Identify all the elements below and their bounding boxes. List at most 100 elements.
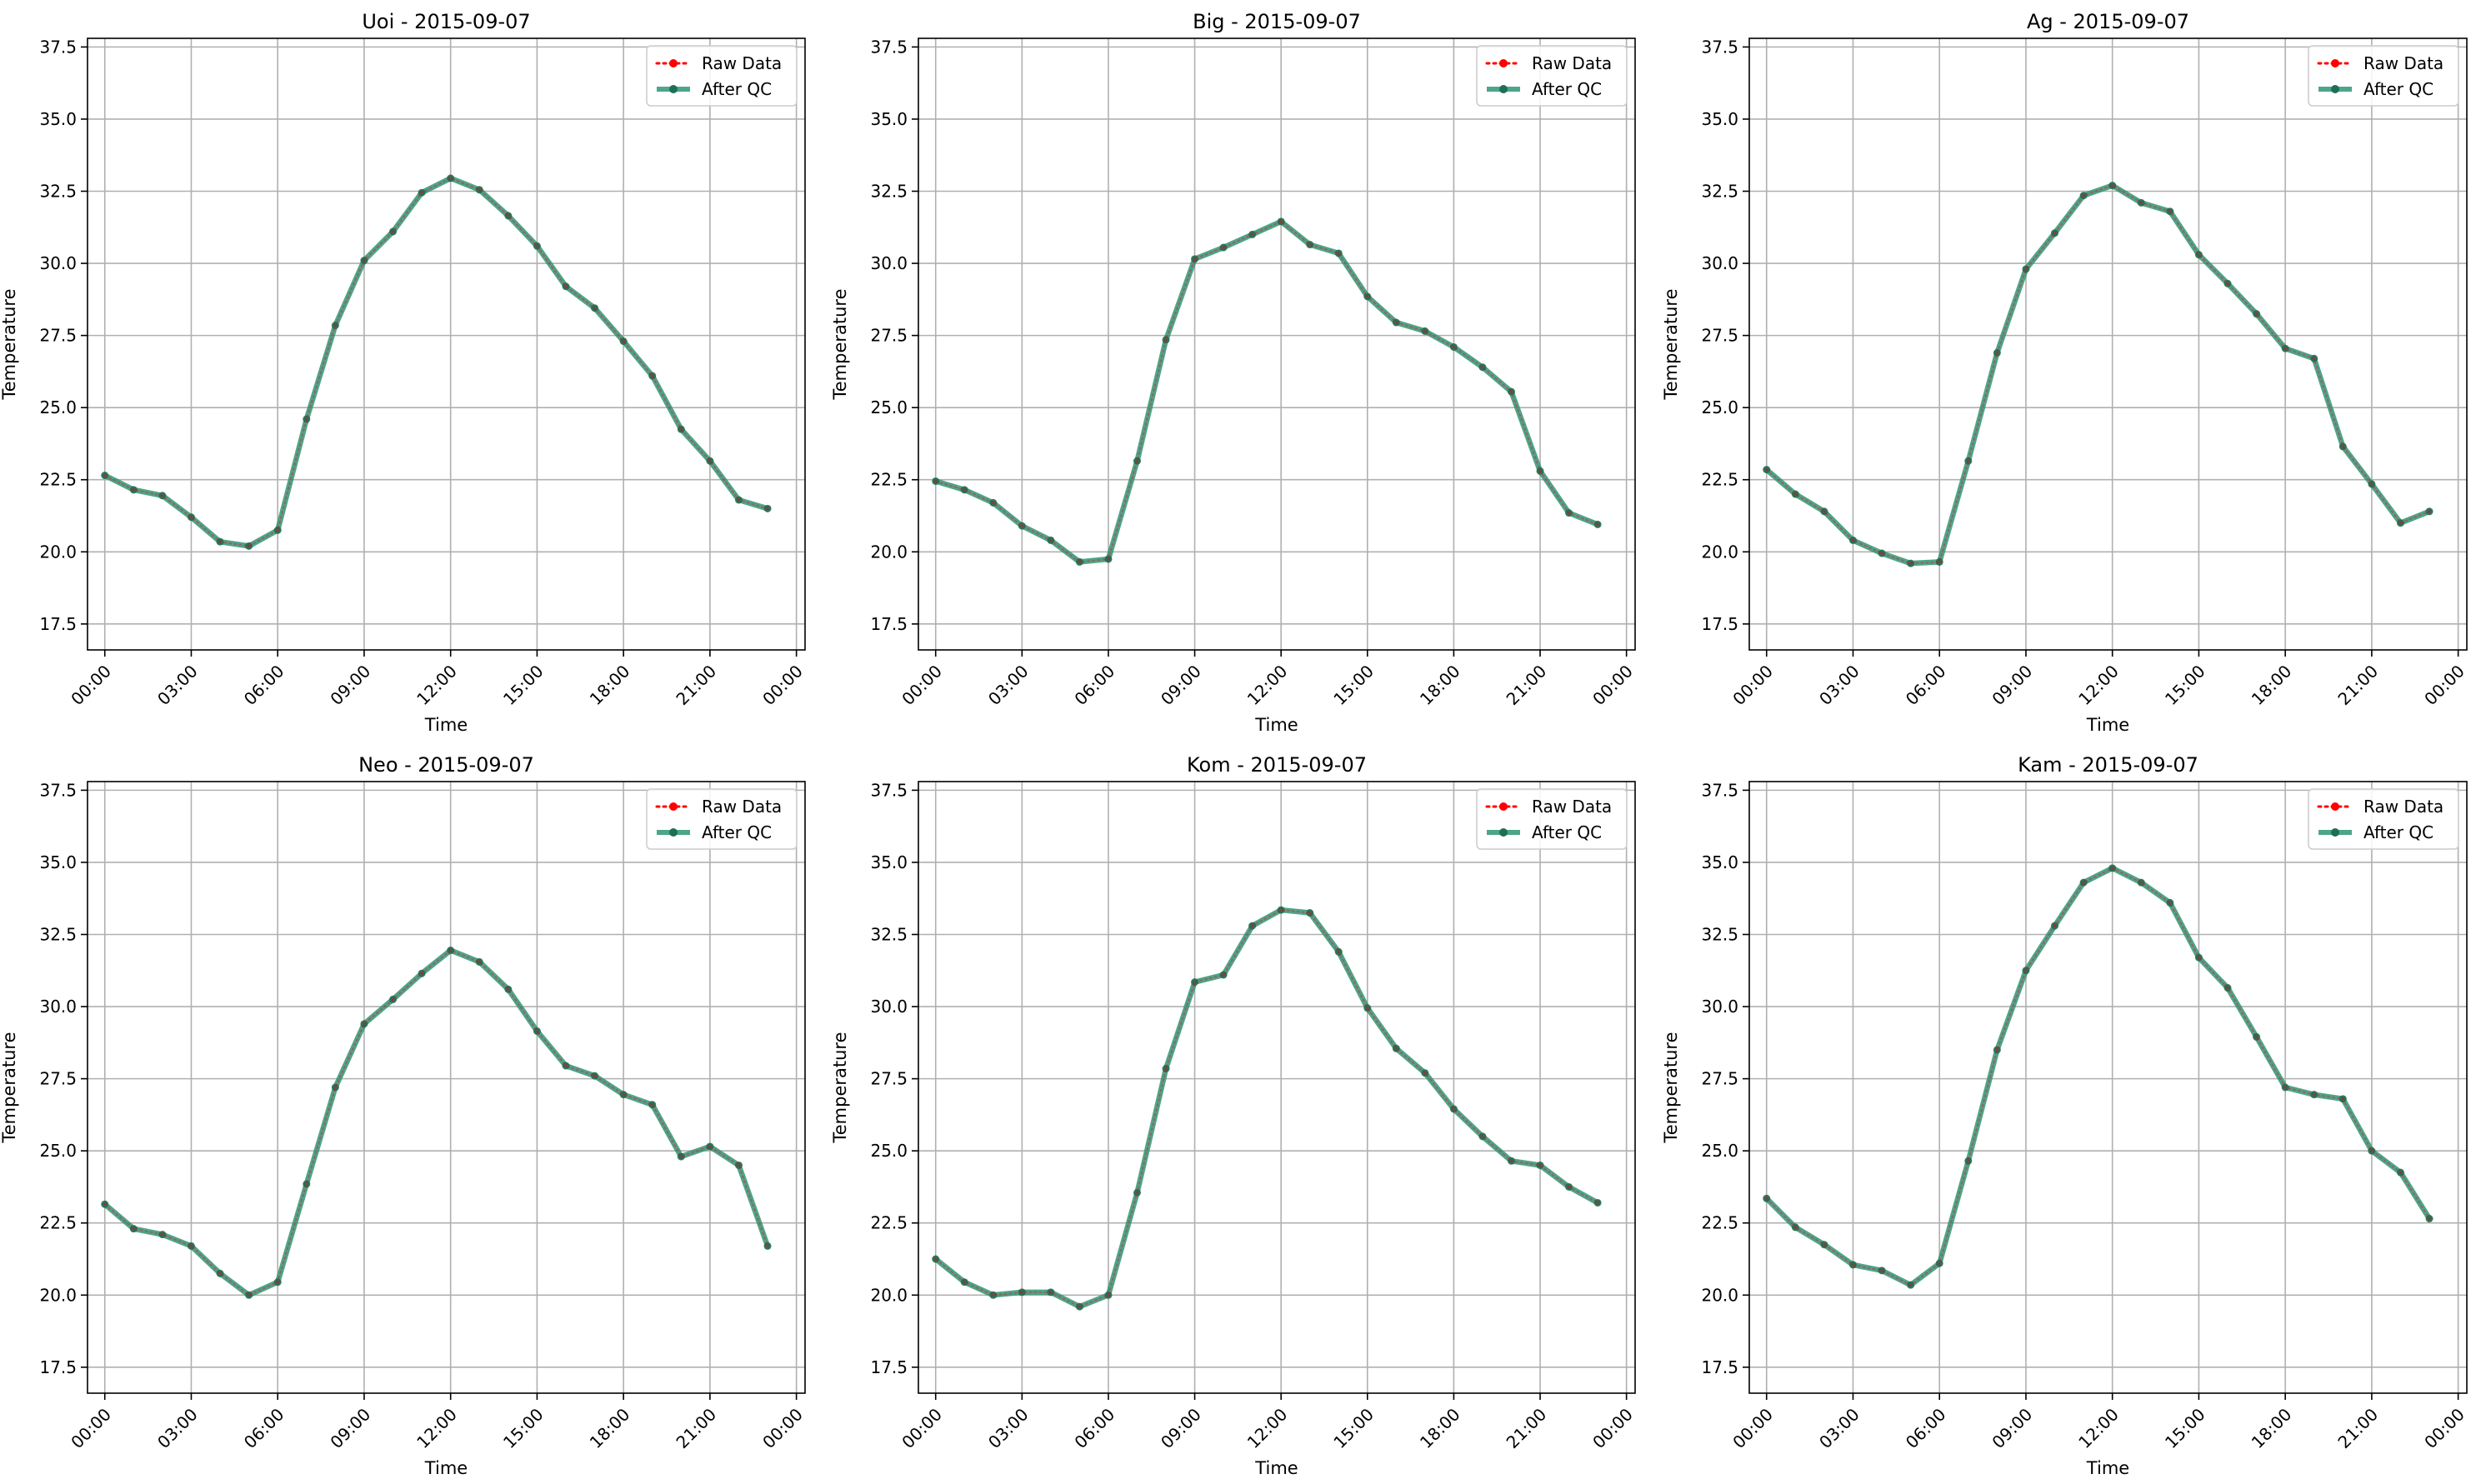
raw-data-point <box>1394 320 1398 325</box>
subplot-title: Kom - 2015-09-07 <box>1187 753 1367 777</box>
after-qc-point <box>562 1062 570 1070</box>
raw-data-point <box>2081 880 2086 885</box>
raw-data-point <box>2197 955 2201 960</box>
raw-data-point <box>1452 1107 1456 1112</box>
plot-area <box>1749 782 2467 1393</box>
x-tick-label: 09:00 <box>327 661 375 709</box>
raw-data-point <box>304 417 308 422</box>
raw-data-point <box>304 1182 308 1187</box>
raw-data-point <box>1822 1242 1827 1247</box>
y-tick-label: 35.0 <box>870 109 908 129</box>
y-tick-label: 37.5 <box>39 780 77 800</box>
after-qc-point <box>1363 292 1372 301</box>
raw-data-point <box>2168 209 2173 213</box>
after-qc-line <box>1763 865 2433 1288</box>
raw-data-point <box>650 1102 654 1107</box>
after-qc-point <box>1133 457 1141 465</box>
series-after-qc <box>101 174 772 550</box>
after-qc-point <box>734 496 743 504</box>
after-qc-point <box>187 513 195 522</box>
after-qc-point <box>1018 522 1026 530</box>
raw-data-point <box>2081 193 2086 197</box>
raw-data-point <box>1278 907 1283 912</box>
raw-data-point <box>1308 911 1312 915</box>
after-qc-point <box>2368 1147 2376 1155</box>
raw-data-point <box>1966 1159 1970 1163</box>
after-qc-point <box>2194 251 2203 259</box>
after-qc-point <box>360 1020 368 1028</box>
plot-area <box>918 782 1635 1393</box>
legend-raw-marker <box>1499 59 1508 67</box>
after-qc-point <box>2310 354 2318 362</box>
raw-data-point <box>2139 880 2143 885</box>
after-qc-point <box>129 1225 138 1233</box>
y-tick-label: 25.0 <box>39 397 77 417</box>
after-qc-point <box>1763 466 1771 474</box>
series-after-qc <box>101 947 772 1299</box>
series-after-qc <box>932 217 1602 566</box>
after-qc-point <box>1536 467 1544 475</box>
after-qc-point <box>1820 1241 1828 1249</box>
after-qc-point <box>562 282 570 291</box>
raw-data-point <box>1135 459 1139 463</box>
after-qc-point <box>331 1083 339 1092</box>
legend-qc-marker <box>669 85 678 93</box>
raw-data-point <box>2053 923 2057 928</box>
raw-data-point <box>2283 1085 2288 1090</box>
after-qc-point <box>591 304 599 312</box>
raw-data-point <box>2369 1148 2374 1153</box>
subplot-5: 00:00 03:00 06:00 09:00 12:00 15:00 18:00 21:00… <box>830 753 1637 1478</box>
after-qc-point <box>734 1161 743 1169</box>
series-raw-data <box>103 948 770 1297</box>
x-tick-label: 00:00 <box>898 661 946 709</box>
after-qc-point <box>2253 310 2261 318</box>
x-tick-label: 18:00 <box>2248 1404 2296 1452</box>
y-tick-label: 17.5 <box>1701 614 1738 634</box>
after-qc-point <box>932 1255 940 1263</box>
y-tick-label: 22.5 <box>39 1213 77 1233</box>
raw-data-point <box>1106 557 1111 562</box>
y-tick-label: 22.5 <box>870 1213 908 1233</box>
y-tick-label: 25.0 <box>1701 397 1738 417</box>
after-qc-point <box>1191 255 1199 263</box>
after-qc-point <box>2022 265 2030 273</box>
after-qc-point <box>2253 1032 2261 1041</box>
raw-data-point <box>1106 1293 1111 1297</box>
x-axis-label: Time <box>1254 1458 1298 1478</box>
after-qc-point <box>1392 318 1400 327</box>
raw-data-point <box>1020 523 1024 528</box>
raw-data-point <box>2110 866 2114 871</box>
axes-frame <box>918 781 1636 1394</box>
raw-data-point <box>1337 251 1341 256</box>
after-qc-point <box>303 415 311 423</box>
y-tick-label: 17.5 <box>870 614 908 634</box>
after-qc-point <box>504 212 513 220</box>
raw-data-point <box>2341 1097 2345 1102</box>
legend-raw-marker <box>669 59 678 67</box>
y-tick-label: 35.0 <box>39 109 77 129</box>
subplot-6: 00:00 03:00 06:00 09:00 12:00 15:00 18:00 21:00… <box>1661 753 2468 1478</box>
y-tick-label: 35.0 <box>1701 109 1738 129</box>
after-qc-point <box>1449 1105 1458 1113</box>
raw-data-point <box>1135 1191 1139 1195</box>
raw-data-point <box>1851 1262 1855 1267</box>
raw-data-point <box>593 1073 597 1078</box>
x-tick-label: 12:00 <box>2074 661 2123 709</box>
series-after-qc <box>1763 864 2433 1289</box>
after-qc-point <box>1047 1288 1055 1297</box>
x-tick-label: 00:00 <box>67 661 115 709</box>
raw-data-point <box>1538 469 1543 473</box>
after-qc-point <box>706 1142 714 1151</box>
raw-data-point <box>1793 1225 1798 1230</box>
after-qc-point <box>504 985 513 993</box>
y-tick-label: 25.0 <box>1701 1141 1738 1161</box>
raw-data-point <box>160 493 165 497</box>
raw-data-point <box>2427 1217 2432 1221</box>
raw-data-point <box>1423 329 1428 333</box>
x-tick-label: 06:00 <box>1071 661 1119 709</box>
raw-data-point <box>765 507 770 511</box>
after-qc-point <box>1334 249 1343 257</box>
plot-area <box>88 38 805 650</box>
legend: Raw Data After QC <box>1476 788 1628 850</box>
y-axis-label: Temperature <box>0 288 19 400</box>
